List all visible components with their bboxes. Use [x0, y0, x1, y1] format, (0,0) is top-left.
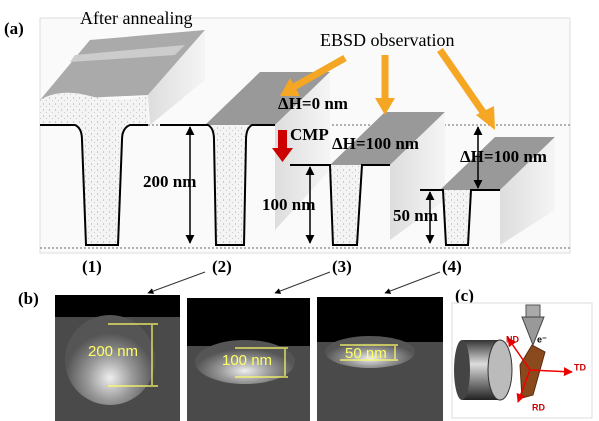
step-label: (2) — [212, 257, 232, 276]
panel-label: (c) — [455, 286, 474, 305]
scale-label: 200 nm — [88, 343, 138, 360]
depth-label: 100 nm — [262, 195, 315, 214]
delta-h: ΔH=0 nm — [278, 94, 348, 113]
step-label: (1) — [82, 257, 102, 276]
panel-label: (a) — [4, 19, 24, 38]
scale-label: 100 nm — [222, 352, 272, 369]
step-arrows — [148, 272, 440, 293]
delta-h: ΔH=100 nm — [332, 134, 419, 153]
title: After annealing — [80, 8, 192, 28]
figure: (a) After annealing EBSD observation ΔH=… — [0, 0, 599, 421]
step-label: (4) — [442, 257, 462, 276]
title: EBSD observation — [320, 30, 455, 50]
axis-label: TD — [574, 362, 586, 372]
cmp-label: CMP — [290, 125, 329, 144]
beam-label: e⁻ — [537, 334, 547, 344]
depth-label: 200 nm — [143, 172, 196, 191]
axis-label: RD — [532, 402, 545, 412]
depth-label: 50 nm — [393, 206, 438, 225]
scale-label: 50 nm — [345, 345, 387, 362]
detector — [454, 340, 512, 400]
axis-label: ND — [506, 334, 519, 344]
delta-h: ΔH=100 nm — [460, 147, 547, 166]
step-label: (3) — [332, 257, 352, 276]
panel-label: (b) — [18, 289, 39, 308]
